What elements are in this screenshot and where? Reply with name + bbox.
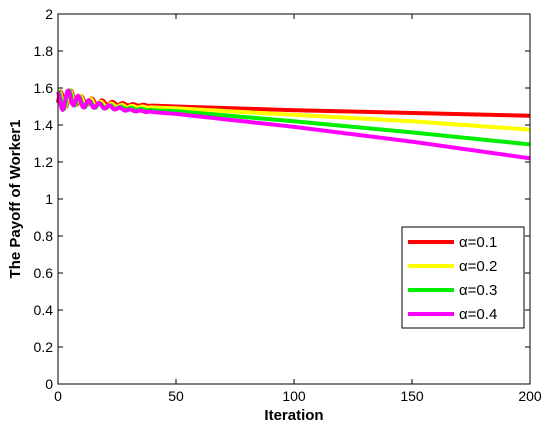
y-tick-label: 1.2 [34,154,54,170]
y-tick-label: 1.4 [34,117,54,133]
legend-label: α=0.4 [459,306,497,323]
y-tick-label: 0.2 [34,339,54,355]
x-axis-title: Iteration [264,407,323,424]
x-tick-label: 150 [400,388,424,404]
y-tick-label: 1.6 [34,80,54,96]
x-tick-label: 0 [54,388,62,404]
series-line [56,88,531,161]
x-tick-label: 50 [168,388,184,404]
x-tick-label: 200 [518,388,542,404]
y-tick-label: 0 [45,376,53,392]
y-tick-label: 0.4 [34,302,54,318]
legend-label: α=0.1 [459,234,497,251]
ticks-layer: 0 50 100 150 200 0 0.2 0.4 0.6 0.8 1 1.2 1.4 1.6 1.8 2 [34,6,542,404]
y-tick-label: 2 [45,6,53,22]
y-tick-label: 1.8 [34,43,54,59]
y-tick-label: 0.6 [34,265,54,281]
y-axis-title: The Payoff of Worker1 [7,120,24,279]
series-layer [56,87,531,161]
series-line [56,87,531,132]
y-tick-label: 0.8 [34,228,54,244]
legend-label: α=0.2 [459,258,497,275]
x-tick-label: 100 [282,388,306,404]
y-tick-label: 1 [45,191,53,207]
legend: α=0.1 α=0.2 α=0.3 α=0.4 [401,226,525,329]
series-line [56,88,531,118]
legend-label: α=0.3 [459,282,497,299]
